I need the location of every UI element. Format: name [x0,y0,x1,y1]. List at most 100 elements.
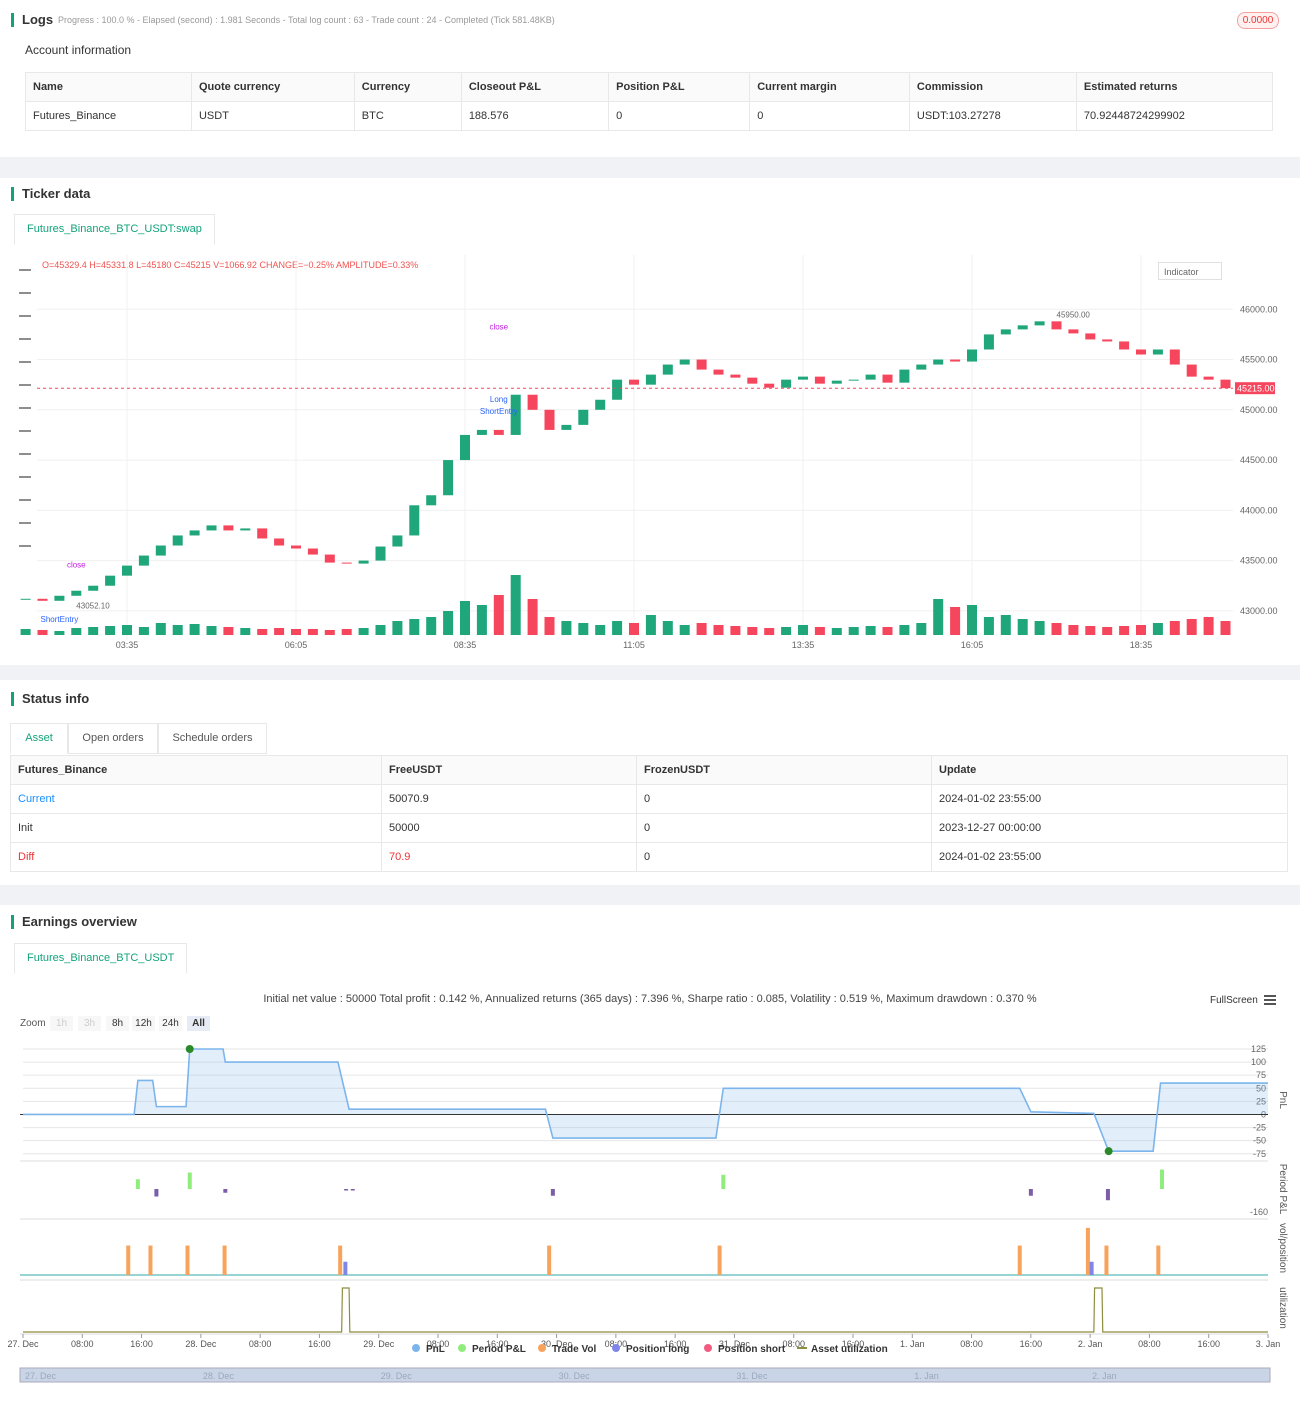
candle [764,383,775,388]
zoom-button[interactable]: All [187,1016,210,1031]
y-tick-label: -50 [1253,1136,1266,1146]
zoom-button[interactable]: 1h [50,1016,73,1031]
volume-bar [291,629,301,635]
y-tick-label: 44500.00 [1240,455,1278,465]
cell: 70.9 [381,842,637,872]
candle [1000,329,1011,335]
candle [578,409,589,425]
x-tick-label: 08:00 [605,1339,628,1349]
vol-bar [338,1245,343,1275]
candle [324,554,335,563]
volume-bar [578,623,589,635]
navigator-label: 1. Jan [914,1371,939,1381]
candle [307,548,318,555]
progress: Progress : 100.0 % - Elapsed (second) : … [58,15,555,25]
volume-bar [1220,621,1231,635]
y-tick-label: 125 [1251,1044,1266,1054]
volume-bar [882,627,893,635]
header-cell: FrozenUSDT [636,755,932,785]
volume-bar [1102,627,1113,635]
legend-label[interactable]: Period P&L [472,1344,526,1355]
y-tick-label: 43000.00 [1240,606,1278,616]
tab[interactable]: Futures_Binance_BTC_USDT:swap [14,214,215,245]
legend-label[interactable]: Trade Vol [552,1344,596,1355]
x-tick-label: 08:00 [960,1339,983,1349]
cell: 50070.9 [381,784,637,814]
legend-label[interactable]: Asset utilization [811,1344,888,1355]
cell: USDT [190,101,355,131]
row: Current 50070.9 0 2024-01-02 23:55:00 [10,784,1288,814]
earnings-section: Earnings overview Futures_Binance_BTC_US… [0,905,1300,1405]
volume-bar [1000,615,1011,635]
badge[interactable]: 0.0000 [1237,12,1279,29]
section-title: Ticker data [11,187,90,201]
y-tick-label: 75 [1256,1070,1266,1080]
period-bar [550,1189,555,1196]
candle [155,545,166,556]
period-bar [223,1189,228,1193]
volume-bar [798,625,808,635]
tab[interactable]: Open orders [68,723,158,754]
volume-bar [967,605,977,635]
candle [730,374,741,378]
candle [460,434,470,461]
candle [138,555,149,566]
tab[interactable]: Asset [10,723,68,754]
candle [88,585,99,591]
candle [950,359,961,362]
panel-title: PnL [1277,1091,1288,1109]
candle [747,377,758,384]
volume-bar [358,628,369,635]
x-tick-label: 08:00 [1138,1339,1161,1349]
period-bar [135,1179,140,1189]
legend-label[interactable]: Position short [718,1344,786,1355]
candle [189,530,200,536]
header-cell: Name [25,72,192,102]
candle [493,429,504,435]
zoom-button[interactable]: 3h [78,1016,101,1031]
fullscreen-button[interactable]: FullScreen [1210,995,1258,1006]
x-tick-label: 29. Dec [363,1339,395,1349]
vol-bar [1085,1227,1090,1275]
volume-bar [662,621,673,635]
zoom-button[interactable]: 12h [132,1016,155,1031]
zoom-button[interactable]: 8h [106,1016,129,1031]
volume-bar [764,628,775,635]
navigator-label: 27. Dec [25,1371,57,1381]
indicator-button[interactable]: Indicator [1158,262,1222,280]
tab[interactable]: Schedule orders [158,723,267,754]
legend-symbol [458,1344,466,1352]
candle [1152,349,1163,355]
volume-bar [696,623,707,635]
candle [172,535,183,546]
volume-bar [122,625,132,635]
candle [798,376,808,380]
cell: USDT:103.27278 [908,101,1077,131]
row: Futures_Binance USDT BTC 188.576 0 0 USDT:103.… [25,101,1274,131]
x-tick-label: 28. Dec [185,1339,217,1349]
zoom-button[interactable]: 24h [159,1016,182,1031]
legend-symbol [538,1344,546,1352]
legend-label[interactable]: Position long [626,1344,689,1355]
x-tick-label: 2. Jan [1078,1339,1103,1349]
volume-bar [1051,623,1062,635]
candle [1068,329,1079,334]
last-price-box [1235,382,1275,395]
volume-bar [71,628,82,635]
period-bar [344,1189,349,1191]
x-tick-label: 1. Jan [900,1339,925,1349]
candle [1186,364,1197,377]
candle [375,546,386,561]
cell: 70.92448724299902 [1075,101,1274,131]
tab[interactable]: Futures_Binance_BTC_USDT [14,943,188,974]
menu-icon[interactable] [1264,995,1276,1005]
x-tick-label: 08:35 [454,640,477,650]
cell: Diff [10,842,382,872]
legend-label[interactable]: PnL [426,1344,445,1355]
account-table: Name Quote currency Currency Closeout P&L Po… [25,72,1274,131]
candle [967,349,977,362]
header-cell: Futures_Binance [10,755,382,785]
vol-bar [1017,1245,1022,1275]
period-bar [1105,1189,1110,1201]
volume-bar [307,629,318,635]
